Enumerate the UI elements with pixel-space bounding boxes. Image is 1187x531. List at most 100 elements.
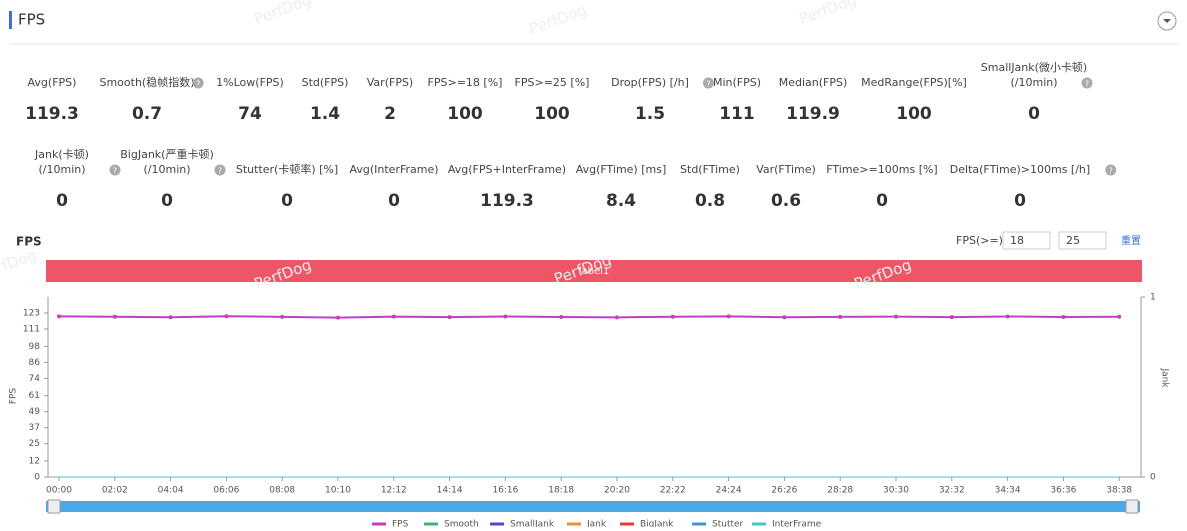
point — [670, 314, 675, 319]
x-tick-label: 06:06 — [213, 486, 239, 496]
metric-label: Stutter(卡顿率) [%] — [236, 162, 338, 176]
metric-value: 0 — [161, 191, 173, 211]
point — [1061, 315, 1066, 319]
metric-label: Min(FPS) — [713, 76, 761, 89]
y-tick-label: 25 — [29, 439, 40, 449]
point — [726, 314, 731, 319]
metric-value: 2 — [384, 104, 396, 124]
help-icon-mark: ? — [706, 80, 710, 89]
scroll-handle[interactable] — [1125, 499, 1139, 514]
help-icon — [1105, 164, 1117, 176]
point — [391, 314, 396, 319]
metric-value: 0.6 — [771, 191, 801, 211]
metric-value: 100 — [447, 104, 483, 124]
collapse-icon — [1163, 19, 1171, 23]
metric-value: 119.9 — [786, 104, 840, 124]
legend-label: InterFrame — [772, 520, 822, 528]
y-tick-label: 61 — [29, 391, 40, 401]
chart-title: FPS — [16, 235, 42, 249]
metric-label: Drop(FPS) [/h] — [611, 76, 689, 89]
x-tick-label: 36:36 — [1050, 486, 1076, 496]
help-icon-mark: ? — [113, 167, 117, 176]
metric-value: 1.5 — [635, 104, 665, 124]
filter-input[interactable] — [1058, 231, 1107, 250]
legend-label: BigJank — [640, 520, 674, 528]
point — [782, 315, 787, 320]
x-tick-label: 34:34 — [995, 486, 1021, 496]
x-tick-label: 02:02 — [102, 486, 128, 496]
help-icon — [109, 164, 121, 176]
legend-label: FPS — [392, 520, 409, 528]
x-tick-label: 08:08 — [269, 486, 295, 496]
x-tick-label: 04:04 — [158, 486, 184, 496]
x-tick-label: 20:20 — [604, 486, 630, 496]
y-axis-label: FPS — [9, 388, 19, 405]
metric-label: Smooth(稳帧指数) — [99, 75, 194, 89]
y-tick-label: 49 — [29, 407, 41, 417]
point — [1005, 314, 1010, 319]
metric-value: 0 — [1028, 104, 1040, 124]
point — [224, 314, 229, 319]
x-tick-label: 18:18 — [548, 486, 574, 496]
metric-value: 8.4 — [606, 191, 636, 211]
point — [57, 314, 61, 319]
x-tick-label: 10:10 — [325, 486, 351, 496]
y-tick-label: 123 — [23, 309, 40, 319]
y-tick-label: 74 — [29, 374, 41, 384]
scroll-handle[interactable] — [47, 499, 61, 514]
metric-value: 100 — [534, 104, 570, 124]
point — [336, 315, 340, 320]
point — [894, 314, 898, 319]
x-tick-label: 38:38 — [1106, 486, 1132, 496]
metric-value: 0 — [1014, 191, 1026, 211]
title-accent — [9, 11, 12, 29]
metric-value: 0.7 — [132, 104, 162, 124]
metric-label: Median(FPS) — [779, 76, 848, 89]
x-tick-label: 16:16 — [492, 486, 518, 496]
watermark: PerfDog — [797, 0, 859, 28]
metric-value: 100 — [896, 104, 932, 124]
watermark: PerfDog — [0, 246, 39, 283]
label-band-text: label1 — [579, 266, 610, 277]
label-band — [46, 260, 1142, 282]
page-title: FPS — [18, 11, 45, 29]
metric-label: (/10min) — [143, 163, 190, 176]
point — [112, 314, 117, 319]
point — [838, 314, 843, 319]
filter-input[interactable] — [1002, 231, 1051, 250]
y-tick-label: 37 — [29, 423, 40, 433]
x-tick-label: 12:12 — [381, 486, 407, 496]
point — [168, 315, 173, 320]
help-icon-mark: ? — [218, 167, 222, 176]
metric-value: 119.3 — [25, 104, 79, 124]
metric-label: FTime>=100ms [%] — [826, 163, 937, 176]
metric-label: 1%Low(FPS) — [216, 76, 284, 89]
x-tick-label: 28:28 — [827, 486, 853, 496]
scrollbar[interactable] — [46, 501, 1140, 512]
x-tick-label: 32:32 — [939, 486, 965, 496]
help-icon — [192, 77, 204, 89]
metric-label: Delta(FTime)>100ms [/h] — [950, 163, 1090, 176]
help-icon-mark: ? — [196, 80, 200, 89]
metric-label: Avg(FTime) [ms] — [576, 163, 667, 176]
point — [447, 315, 452, 320]
legend-label: Smooth — [444, 520, 479, 528]
x-tick-label: 22:22 — [660, 486, 686, 496]
metric-label: Avg(InterFrame) — [349, 163, 438, 176]
metric-label: SmallJank(微小卡顿) — [981, 60, 1087, 74]
metric-label: Jank(卡顿) — [34, 147, 89, 161]
legend-label: Jank — [586, 520, 607, 528]
metric-label: FPS>=18 [%] — [428, 76, 503, 89]
y2-tick-label: 0 — [1150, 473, 1156, 483]
point — [615, 315, 619, 320]
point — [280, 314, 285, 319]
reset-link[interactable]: 重置 — [1121, 234, 1141, 247]
help-icon — [702, 77, 714, 89]
metric-label: Var(FPS) — [367, 76, 413, 89]
metric-label: Std(FTime) — [680, 163, 740, 176]
filter-input-value: 18 — [1010, 234, 1024, 247]
x-tick-label: 24:24 — [716, 486, 742, 496]
metric-label: BigJank(严重卡顿) — [120, 147, 214, 161]
